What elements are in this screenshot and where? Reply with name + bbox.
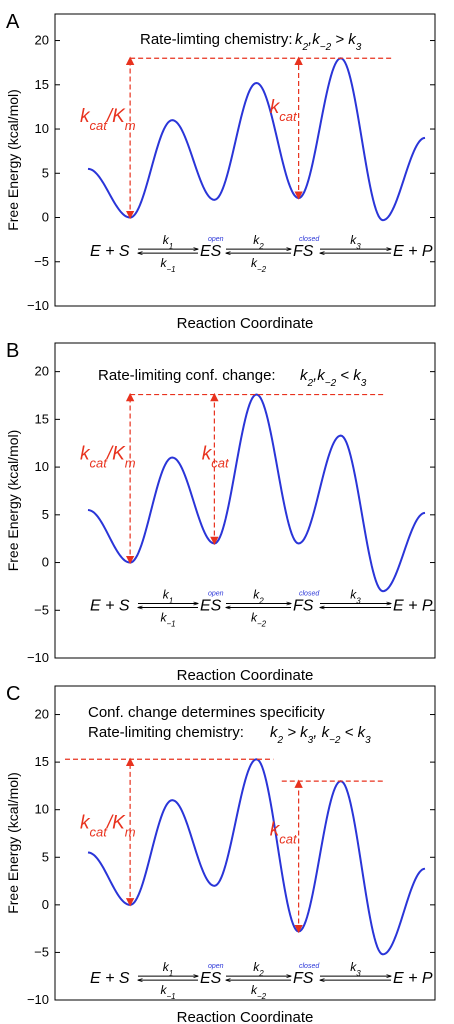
- forward-rate-constant: k1: [163, 588, 173, 606]
- y-tick-label: 0: [42, 210, 49, 225]
- y-tick-label: −5: [34, 944, 49, 959]
- forward-rate-constant: k3: [350, 960, 361, 978]
- forward-rate-constant: k1: [163, 960, 173, 978]
- panel-a: A −10 −5 0 5 10 15 20 Free Energy (kcal/mol) Reac…: [5, 11, 436, 332]
- rate-condition: k2,k−2 < k3: [300, 367, 367, 389]
- y-tick-label: −10: [27, 992, 49, 1007]
- y-tick-label: 5: [42, 507, 49, 522]
- reaction-scheme: E + S ES FS E + P open closed k1 k−1 k2 k−2 k3: [90, 960, 433, 1001]
- closed-tag: closed: [299, 591, 320, 598]
- y-tick-label: 0: [42, 897, 49, 912]
- y-tick-label: 10: [35, 459, 49, 474]
- kcat-km-label: kcat/Km: [80, 813, 136, 840]
- y-axis-label: Free Energy (kcal/mol): [5, 430, 21, 572]
- y-tick-label: −10: [27, 650, 49, 665]
- reverse-rate-constant: k−2: [251, 256, 267, 274]
- reverse-rate-constant: k−2: [251, 983, 267, 1001]
- reverse-rate-constant: k−2: [251, 611, 267, 629]
- state-e-plus-s: E + S: [90, 598, 130, 615]
- free-energy-curve: [87, 57, 426, 222]
- panel-title: Rate-limting chemistry:: [140, 31, 293, 48]
- y-tick-label: 0: [42, 555, 49, 570]
- panel-letter: C: [6, 683, 20, 705]
- y-axis-label: Free Energy (kcal/mol): [5, 772, 21, 914]
- x-axis-label: Reaction Coordinate: [177, 667, 314, 684]
- state-fs: FS: [293, 598, 314, 615]
- panel-title: Rate-limiting conf. change:: [98, 367, 276, 384]
- rate-condition: k2 > k3, k−2 < k3: [270, 724, 371, 746]
- state-e-plus-s: E + S: [90, 970, 130, 987]
- x-axis-label: Reaction Coordinate: [177, 315, 314, 332]
- reaction-scheme: E + S ES FS E + P open closed k1 k−1 k2 k−2 k3: [90, 233, 433, 274]
- forward-rate-constant: k2: [253, 233, 264, 251]
- open-tag: open: [208, 591, 224, 598]
- y-tick-label: 15: [35, 411, 49, 426]
- forward-rate-constant: k2: [253, 588, 264, 606]
- y-tick-label: 15: [35, 754, 49, 769]
- open-tag: open: [208, 236, 224, 243]
- state-e-plus-p: E + P: [393, 598, 433, 615]
- forward-rate-constant: k1: [163, 233, 173, 251]
- state-es: ES: [200, 598, 222, 615]
- state-es: ES: [200, 970, 222, 987]
- state-e-plus-p: E + P: [393, 243, 433, 260]
- axes-frame: [54, 342, 436, 659]
- x-axis-label: Reaction Coordinate: [177, 1009, 314, 1024]
- y-tick-label: 10: [35, 802, 49, 817]
- state-fs: FS: [293, 243, 314, 260]
- y-tick-label: 20: [35, 33, 49, 48]
- closed-tag: closed: [299, 236, 320, 243]
- reaction-scheme: E + S ES FS E + P open closed k1 k−1 k2 k−2 k3: [90, 588, 433, 629]
- kcat-label: kcat: [202, 443, 230, 470]
- closed-tag: closed: [299, 963, 320, 970]
- y-tick-label: 5: [42, 849, 49, 864]
- reverse-rate-constant: k−1: [160, 611, 175, 629]
- state-fs: FS: [293, 970, 314, 987]
- y-tick-label: −5: [34, 602, 49, 617]
- kcat-km-label: kcat/Km: [80, 106, 136, 132]
- panel-title: Conf. change determines specificity: [88, 704, 325, 721]
- open-tag: open: [208, 963, 224, 970]
- kcat-km-label: kcat/Km: [80, 443, 136, 470]
- state-e-plus-s: E + S: [90, 243, 130, 260]
- kcat-label: kcat: [270, 97, 298, 124]
- reverse-rate-constant: k−1: [160, 983, 175, 1001]
- kcat-label: kcat: [270, 819, 298, 846]
- state-e-plus-p: E + P: [393, 970, 433, 987]
- y-tick-label: 15: [35, 77, 49, 92]
- axes-frame: [54, 685, 436, 1001]
- free-energy-curve: [87, 758, 426, 956]
- reverse-rate-constant: k−1: [160, 256, 175, 274]
- y-tick-label: −10: [27, 298, 49, 313]
- state-es: ES: [200, 243, 222, 260]
- axes-frame: [54, 13, 436, 307]
- forward-rate-constant: k3: [350, 588, 361, 606]
- panel-b: B −10 −5 0 5 10 15 20 Free Energy (kcal/mol) Reac…: [5, 340, 436, 684]
- free-energy-curve: [87, 393, 426, 593]
- y-tick-label: 20: [35, 707, 49, 722]
- forward-rate-constant: k2: [253, 960, 264, 978]
- y-tick-label: 5: [42, 165, 49, 180]
- forward-rate-constant: k3: [350, 233, 361, 251]
- panel-letter: A: [6, 11, 20, 33]
- rate-condition: k2,k−2 > k3: [295, 31, 362, 53]
- panel-letter: B: [6, 340, 19, 362]
- y-axis-label: Free Energy (kcal/mol): [5, 89, 21, 231]
- panel-title-2: Rate-limiting chemistry:: [88, 724, 244, 741]
- y-tick-label: 10: [35, 121, 49, 136]
- y-tick-label: −5: [34, 254, 49, 269]
- panel-c: C −10 −5 0 5 10 15 20 Free Energy (kcal/mol) Reac…: [5, 683, 436, 1024]
- y-tick-label: 20: [35, 364, 49, 379]
